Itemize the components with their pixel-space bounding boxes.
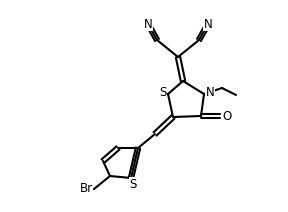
Text: O: O	[222, 110, 232, 123]
Text: Br: Br	[79, 181, 92, 194]
Text: S: S	[129, 177, 137, 191]
Text: N: N	[204, 18, 212, 31]
Text: N: N	[206, 86, 214, 99]
Text: N: N	[144, 18, 152, 31]
Text: S: S	[159, 86, 167, 99]
